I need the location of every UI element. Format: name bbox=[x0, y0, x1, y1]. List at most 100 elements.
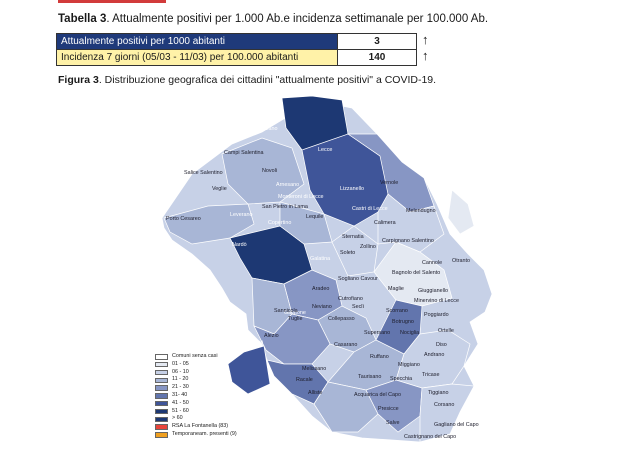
town-label: Galatina bbox=[310, 256, 330, 262]
legend-entry: 21 - 30 bbox=[155, 384, 237, 392]
town-label: Castrignano del Capo bbox=[404, 434, 456, 440]
municipality-area bbox=[163, 203, 255, 245]
figure-caption: Figura 3. Distribuzione geografica dei c… bbox=[58, 74, 436, 86]
trend-up-icon: ↑ bbox=[422, 32, 429, 47]
legend-entry: 11 - 20 bbox=[155, 376, 237, 384]
town-label: Calimera bbox=[374, 220, 396, 226]
town-label: Alezio bbox=[264, 333, 279, 339]
legend-swatch bbox=[155, 408, 168, 415]
town-label: Vernole bbox=[380, 180, 398, 186]
legend-swatch bbox=[155, 361, 168, 368]
town-label: Casarano bbox=[334, 342, 357, 348]
town-label: Copertino bbox=[268, 220, 291, 226]
legend-entry: Comuni senza casi bbox=[155, 353, 237, 361]
municipality-area bbox=[253, 313, 331, 365]
town-label: Salice Salentino bbox=[184, 170, 223, 176]
town-label: Monteroni di Lecce bbox=[278, 194, 324, 200]
legend-swatch bbox=[155, 432, 168, 438]
table-caption: Tabella 3. Attualmente positivi per 1.00… bbox=[58, 13, 488, 25]
town-label: Scorrano bbox=[386, 308, 408, 314]
table-caption-label: Tabella 3 bbox=[58, 13, 107, 25]
stats-row-label: Incidenza 7 giorni (05/03 - 11/03) per 1… bbox=[56, 49, 338, 66]
town-label: Soleto bbox=[340, 250, 355, 256]
town-label: Miggiano bbox=[398, 362, 420, 368]
legend-label: 06 - 10 bbox=[172, 368, 189, 375]
town-label: Zollino bbox=[360, 244, 376, 250]
stats-table: Attualmente positivi per 1000 abitanti 3… bbox=[56, 33, 417, 66]
town-label: Arnesano bbox=[276, 182, 299, 188]
stats-row-incidenza: Incidenza 7 giorni (05/03 - 11/03) per 1… bbox=[56, 49, 417, 66]
town-label: Bagnolo del Salento bbox=[392, 270, 440, 276]
legend-entry: Temporaneam. presenti (9) bbox=[155, 431, 237, 439]
town-label: Giuggianello bbox=[418, 288, 448, 294]
legend-label: > 60 bbox=[172, 415, 183, 422]
legend-label: 11 - 20 bbox=[172, 376, 189, 383]
town-label: Salve bbox=[386, 420, 400, 426]
town-label: Cannole bbox=[422, 260, 442, 266]
town-label: Botrugno bbox=[392, 319, 414, 325]
legend-swatch bbox=[155, 416, 168, 423]
town-label: Andrano bbox=[424, 352, 444, 358]
stats-row-value: 140 bbox=[337, 49, 417, 66]
legend-label: RSA La Fontanella (83) bbox=[172, 423, 229, 430]
legend-label: 01 - 05 bbox=[172, 360, 189, 367]
town-label: San Pietro in Lama bbox=[262, 204, 308, 210]
municipality-area bbox=[227, 345, 271, 395]
town-label: Melendugno bbox=[406, 208, 436, 214]
choropleth-map: Squinzano Lecce Campi Salentina Salice Sale… bbox=[161, 95, 493, 443]
town-label: Ruffano bbox=[370, 354, 389, 360]
town-label: Carpignano Salentino bbox=[382, 238, 434, 244]
town-label: Specchia bbox=[390, 376, 412, 382]
municipality-area bbox=[447, 189, 475, 235]
header-rule bbox=[58, 0, 166, 3]
town-label: Lecce bbox=[318, 147, 332, 153]
table-caption-text: . Attualmente positivi per 1.000 Ab.e in… bbox=[106, 13, 489, 25]
legend-entry: 31- 40 bbox=[155, 392, 237, 400]
town-label: Diso bbox=[436, 342, 447, 348]
legend-label: 51 - 60 bbox=[172, 407, 189, 414]
town-label: Taurisano bbox=[358, 374, 381, 380]
town-label: Presicce bbox=[378, 406, 399, 412]
town-label: Gagliano del Capo bbox=[434, 422, 479, 428]
town-label: Minervino di Lecce bbox=[414, 298, 459, 304]
municipality-area bbox=[331, 225, 379, 277]
town-label: Galatone bbox=[284, 310, 306, 316]
map-legend: Comuni senza casi 01 - 05 06 - 10 11 - 20 21… bbox=[155, 353, 237, 439]
town-label: Porto Cesareo bbox=[166, 216, 201, 222]
municipality-area bbox=[279, 201, 333, 245]
town-label: Melissano bbox=[302, 366, 326, 372]
town-label: Poggiardo bbox=[424, 312, 449, 318]
legend-entry: > 60 bbox=[155, 415, 237, 423]
legend-swatch bbox=[155, 393, 168, 399]
figure-caption-label: Figura 3 bbox=[58, 74, 99, 86]
legend-label: 41 - 50 bbox=[172, 399, 189, 406]
trend-up-icon: ↑ bbox=[422, 48, 429, 63]
town-label: Sternatia bbox=[342, 234, 364, 240]
municipality-area bbox=[221, 137, 305, 205]
town-label: Acquarica del Capo bbox=[354, 392, 401, 398]
town-label: Sogliano Cavour bbox=[338, 276, 378, 282]
town-label: Gallipoli bbox=[244, 340, 263, 346]
town-label: Novoli bbox=[262, 168, 277, 174]
legend-entry: 51 - 60 bbox=[155, 408, 237, 416]
town-label: Corsano bbox=[434, 402, 454, 408]
town-label: Tricase bbox=[422, 372, 439, 378]
town-label: Neviano bbox=[312, 304, 332, 310]
legend-label: 31- 40 bbox=[172, 391, 188, 398]
town-label: Lequile bbox=[306, 214, 323, 220]
legend-swatch bbox=[155, 424, 168, 430]
municipality-area bbox=[419, 383, 475, 443]
town-label: Cutrofiano bbox=[338, 296, 363, 302]
town-label: Nardò bbox=[232, 242, 247, 248]
legend-swatch bbox=[155, 377, 168, 384]
town-label: Squinzano bbox=[252, 126, 277, 132]
stats-row-label: Attualmente positivi per 1000 abitanti bbox=[56, 33, 338, 50]
legend-swatch bbox=[155, 354, 168, 360]
legend-swatch bbox=[155, 400, 168, 407]
town-label: Leverano bbox=[230, 212, 252, 218]
town-label: Castri di Lecce bbox=[352, 206, 388, 212]
town-label: Lizzanello bbox=[340, 186, 364, 192]
stats-row-positivi: Attualmente positivi per 1000 abitanti 3 bbox=[56, 33, 417, 50]
town-label: Campi Salentina bbox=[224, 150, 264, 156]
town-label: Tuglie bbox=[288, 316, 302, 322]
